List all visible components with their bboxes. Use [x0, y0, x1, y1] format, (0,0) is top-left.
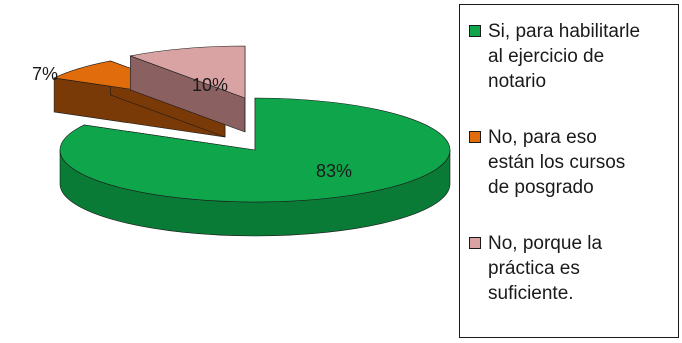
pie-slice-0: [59, 97, 451, 237]
legend-swatch-0: [469, 25, 481, 37]
pie-slice-2: [129, 45, 246, 133]
data-label-2: 10%: [192, 75, 228, 95]
legend-swatch-1: [469, 131, 481, 143]
legend-label-2: No, porque la práctica es suficiente.: [488, 233, 603, 304]
pie-data-labels: 83% 7% 10%: [32, 64, 352, 181]
data-label-0: 83%: [316, 161, 352, 181]
legend: Si, para habilitarle al ejercicio de not…: [459, 4, 679, 338]
legend-item-2: No, porque la práctica es suficiente.: [468, 231, 678, 306]
legend-item-0: Si, para habilitarle al ejercicio de not…: [468, 19, 678, 94]
legend-label-1: No, para eso están los cursos de posgrad…: [488, 127, 626, 198]
legend-swatch-2: [469, 237, 481, 249]
pie-slices: [53, 45, 451, 237]
legend-label-0: Si, para habilitarle al ejercicio de not…: [488, 21, 641, 92]
data-label-1: 7%: [32, 64, 58, 84]
legend-item-1: No, para eso están los cursos de posgrad…: [468, 125, 678, 200]
